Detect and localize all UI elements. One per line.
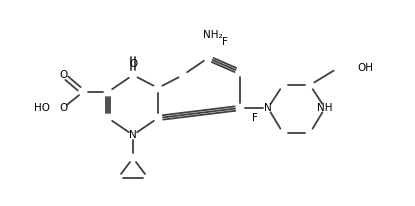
Text: NH₂: NH₂ xyxy=(203,30,223,40)
Text: F: F xyxy=(252,113,258,123)
Text: N: N xyxy=(264,103,272,113)
Text: HO: HO xyxy=(34,103,50,113)
Text: O: O xyxy=(129,59,137,69)
Text: NH: NH xyxy=(317,103,333,113)
Text: O: O xyxy=(59,70,67,80)
Text: F: F xyxy=(222,37,228,47)
Text: OH: OH xyxy=(357,63,373,73)
Text: O: O xyxy=(59,103,67,113)
Text: N: N xyxy=(129,130,137,140)
